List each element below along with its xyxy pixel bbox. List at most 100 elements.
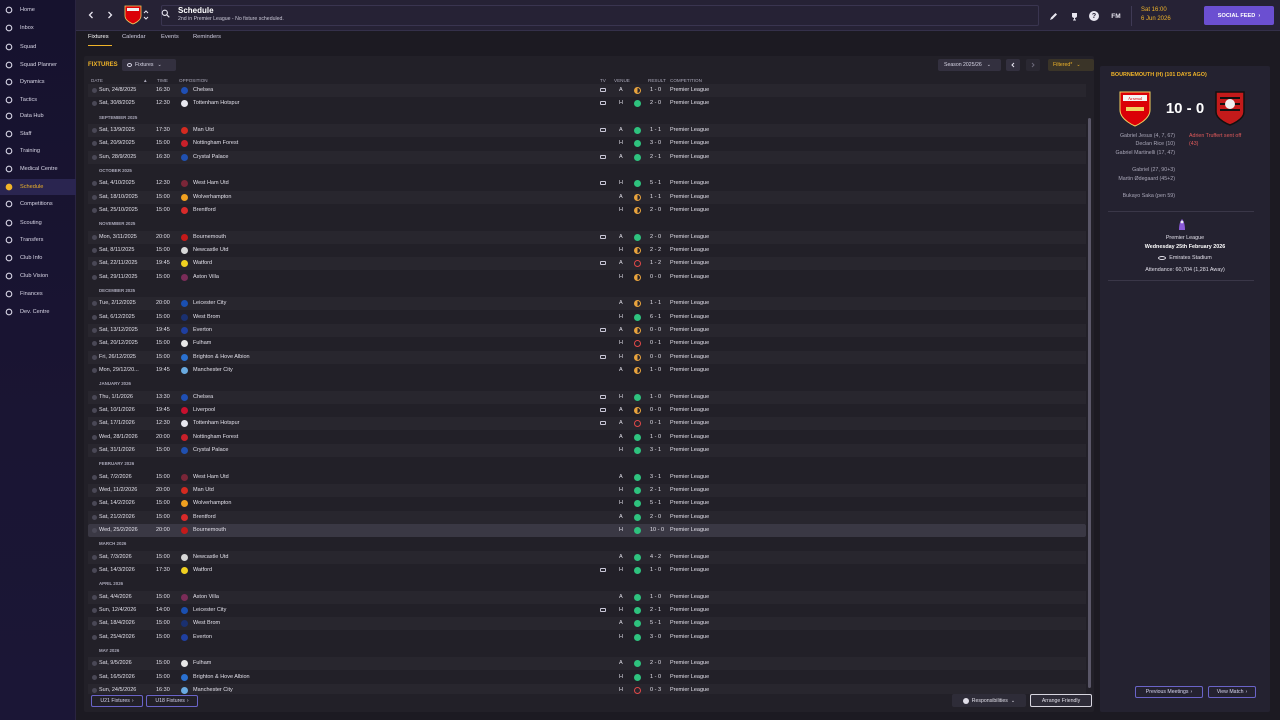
fixture-opposition[interactable]: Nottingham Forest — [193, 434, 239, 440]
filter-dropdown[interactable]: Filtered* ⌄ — [1048, 59, 1094, 71]
edit-button[interactable] — [1047, 10, 1059, 22]
sidebar-item-schedule[interactable]: Schedule — [0, 179, 76, 195]
row-select-dot[interactable] — [92, 488, 97, 493]
help-button[interactable]: ? — [1089, 11, 1099, 21]
table-row[interactable]: Sun, 28/9/2025 16:30 Crystal Palace A 2 - 1 P… — [88, 151, 1086, 164]
fixture-opposition[interactable]: Manchester City — [193, 687, 233, 693]
table-row[interactable]: Wed, 25/2/2026 20:00 Bournemouth H 10 - 0 Pre… — [88, 524, 1086, 537]
table-row[interactable]: Sat, 25/10/2025 15:00 Brentford H 2 - 0 Premi… — [88, 204, 1086, 217]
fixture-opposition[interactable]: Everton — [193, 634, 212, 640]
fixture-opposition[interactable]: Man Utd — [193, 127, 214, 133]
fixture-opposition[interactable]: West Brom — [193, 620, 221, 626]
fixture-opposition[interactable]: West Brom — [193, 314, 221, 320]
row-select-dot[interactable] — [92, 528, 97, 533]
tab-fixtures[interactable]: Fixtures — [88, 34, 109, 40]
sidebar-item-medical-centre[interactable]: Medical Centre — [0, 161, 76, 177]
fixture-opposition[interactable]: Fulham — [193, 660, 212, 666]
tab-reminders[interactable]: Reminders — [193, 34, 222, 40]
row-select-dot[interactable] — [92, 128, 97, 133]
trophy-button[interactable] — [1068, 10, 1080, 22]
table-row[interactable]: Mon, 3/11/2025 20:00 Bournemouth A 2 - 0 Prem… — [88, 231, 1086, 244]
row-select-dot[interactable] — [92, 448, 97, 453]
table-row[interactable]: Sat, 7/2/2026 15:00 West Ham Utd A 3 - 1 Prem… — [88, 471, 1086, 484]
table-row[interactable]: Sat, 16/5/2026 15:00 Brighton & Hove Albio… — [88, 671, 1086, 684]
row-select-dot[interactable] — [92, 248, 97, 253]
fixture-opposition[interactable]: Leicester City — [193, 607, 227, 613]
u21-fixtures-button[interactable]: U21 Fixtures › — [91, 695, 143, 707]
row-select-dot[interactable] — [92, 555, 97, 560]
col-venue[interactable]: VENUE — [614, 78, 630, 83]
fixture-opposition[interactable]: Chelsea — [193, 394, 214, 400]
row-select-dot[interactable] — [92, 515, 97, 520]
club-switch-button[interactable] — [141, 8, 151, 22]
row-select-dot[interactable] — [92, 275, 97, 280]
u18-fixtures-button[interactable]: U18 Fixtures › — [146, 695, 198, 707]
row-select-dot[interactable] — [92, 568, 97, 573]
table-row[interactable]: Sat, 20/12/2025 15:00 Fulham H 0 - 1 Premier … — [88, 337, 1086, 350]
row-select-dot[interactable] — [92, 315, 97, 320]
fixture-opposition[interactable]: Manchester City — [193, 367, 233, 373]
table-row[interactable]: Sat, 7/3/2026 15:00 Newcastle Utd A 4 - 2 Pre… — [88, 551, 1086, 564]
sidebar-item-inbox[interactable]: Inbox — [0, 20, 76, 36]
row-select-dot[interactable] — [92, 501, 97, 506]
game-date[interactable]: Sat 16:00 6 Jun 2026 — [1131, 6, 1196, 26]
row-select-dot[interactable] — [92, 635, 97, 640]
table-row[interactable]: Sat, 21/2/2026 15:00 Brentford A 2 - 0 Premie… — [88, 511, 1086, 524]
row-select-dot[interactable] — [92, 235, 97, 240]
search-bar[interactable] — [161, 5, 1039, 26]
sidebar-item-finances[interactable]: Finances — [0, 286, 76, 302]
row-select-dot[interactable] — [92, 101, 97, 106]
col-time[interactable]: TIME — [157, 78, 168, 83]
row-select-dot[interactable] — [92, 181, 97, 186]
fixture-opposition[interactable]: Newcastle Utd — [193, 554, 229, 560]
row-select-dot[interactable] — [92, 595, 97, 600]
row-select-dot[interactable] — [92, 621, 97, 626]
row-select-dot[interactable] — [92, 475, 97, 480]
fixture-opposition[interactable]: Brighton & Hove Albion — [193, 354, 250, 360]
table-row[interactable]: Sat, 20/9/2025 15:00 Nottingham Forest H 3 -… — [88, 137, 1086, 150]
table-row[interactable]: Sat, 14/3/2026 17:30 Watford H 1 - 0 Premier … — [88, 564, 1086, 577]
row-select-dot[interactable] — [92, 608, 97, 613]
table-row[interactable]: Wed, 11/2/2026 20:00 Man Utd H 2 - 1 Premier … — [88, 484, 1086, 497]
table-row[interactable]: Wed, 28/1/2026 20:00 Nottingham Forest A 1 -… — [88, 431, 1086, 444]
fixture-opposition[interactable]: Man Utd — [193, 487, 214, 493]
next-season-button[interactable] — [1026, 59, 1040, 71]
row-select-dot[interactable] — [92, 408, 97, 413]
table-row[interactable]: Sat, 4/4/2026 15:00 Aston Villa A 1 - 0 Premi… — [88, 591, 1086, 604]
col-result[interactable]: RESULT — [648, 78, 666, 83]
fixture-opposition[interactable]: Aston Villa — [193, 594, 219, 600]
table-row[interactable]: Tue, 2/12/2025 20:00 Leicester City A 1 - 1 P… — [88, 297, 1086, 310]
sidebar-item-tactics[interactable]: Tactics — [0, 92, 76, 108]
tab-events[interactable]: Events — [161, 34, 179, 40]
fm-menu-button[interactable]: FM — [1111, 12, 1121, 20]
fixture-opposition[interactable]: Watford — [193, 567, 213, 573]
row-select-dot[interactable] — [92, 88, 97, 93]
fixture-opposition[interactable]: West Ham Utd — [193, 474, 229, 480]
row-select-dot[interactable] — [92, 261, 97, 266]
bournemouth-crest-icon[interactable] — [1214, 90, 1246, 126]
table-row[interactable]: Sat, 6/12/2025 15:00 West Brom H 6 - 1 Premie… — [88, 311, 1086, 324]
fixture-opposition[interactable]: Wolverhampton — [193, 194, 232, 200]
row-select-dot[interactable] — [92, 368, 97, 373]
table-row[interactable]: Sat, 14/2/2026 15:00 Wolverhampton H 5 - 1 Pr… — [88, 497, 1086, 510]
arsenal-crest-icon[interactable]: Arsenal — [1118, 90, 1152, 128]
sidebar-item-transfers[interactable]: Transfers — [0, 232, 76, 248]
col-tv[interactable]: TV — [600, 78, 606, 83]
fixture-opposition[interactable]: Aston Villa — [193, 274, 219, 280]
table-row[interactable]: Sat, 10/1/2026 19:45 Liverpool A 0 - 0 Premie… — [88, 404, 1086, 417]
fixture-opposition[interactable]: Liverpool — [193, 407, 216, 413]
row-select-dot[interactable] — [92, 341, 97, 346]
tab-calendar[interactable]: Calendar — [122, 34, 146, 40]
season-dropdown[interactable]: Season 2025/26 ⌄ — [938, 59, 1001, 71]
table-row[interactable]: Sat, 17/1/2026 12:30 Tottenham Hotspur A 0 -… — [88, 417, 1086, 430]
row-select-dot[interactable] — [92, 195, 97, 200]
sidebar-item-squad-planner[interactable]: Squad Planner — [0, 57, 76, 73]
arrange-friendly-button[interactable]: Arrange Friendly — [1030, 694, 1092, 707]
table-row[interactable]: Sat, 29/11/2025 15:00 Aston Villa H 0 - 0 Pre… — [88, 271, 1086, 284]
col-competition[interactable]: COMPETITION — [670, 78, 702, 83]
fixture-opposition[interactable]: Tottenham Hotspur — [193, 420, 240, 426]
fixture-opposition[interactable]: Tottenham Hotspur — [193, 100, 240, 106]
row-select-dot[interactable] — [92, 661, 97, 666]
row-select-dot[interactable] — [92, 688, 97, 693]
row-select-dot[interactable] — [92, 435, 97, 440]
